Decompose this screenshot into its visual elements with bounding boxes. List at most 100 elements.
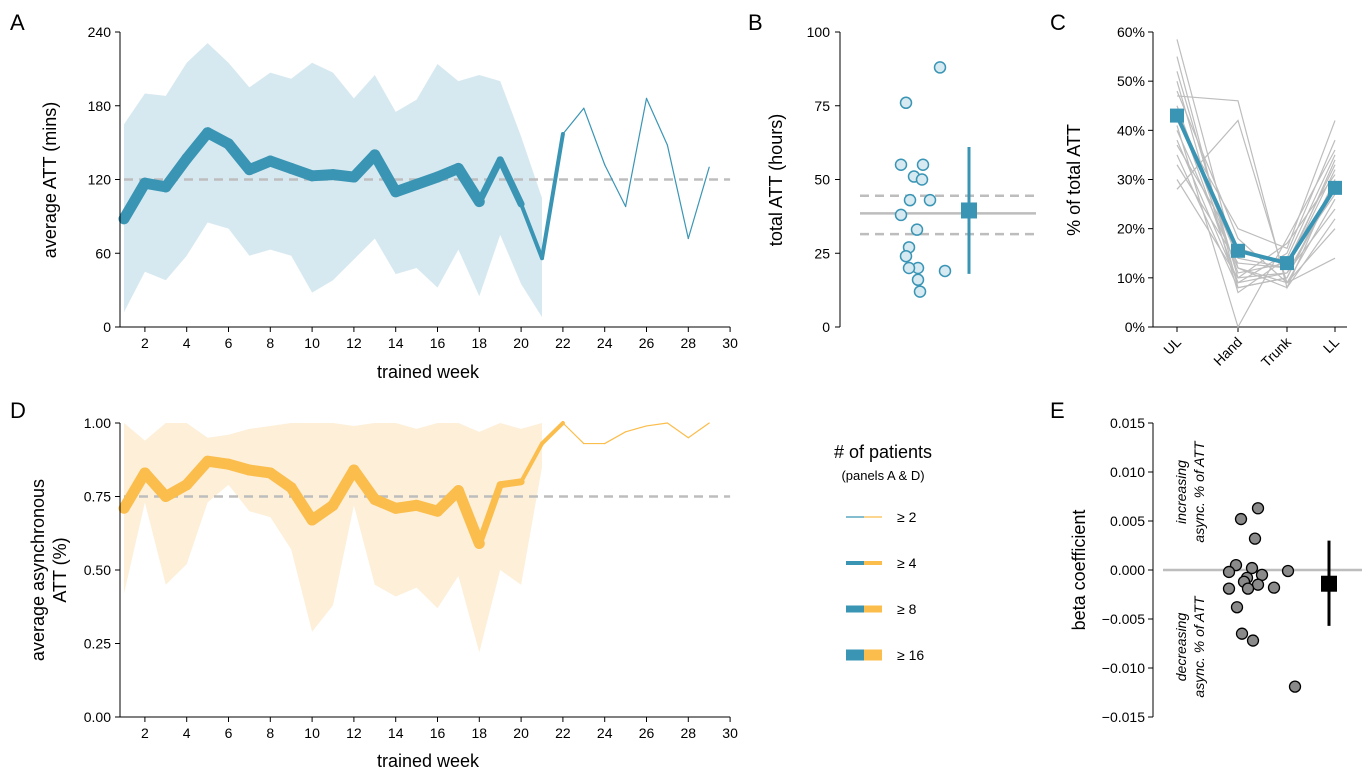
x-tick-label: 16	[430, 725, 446, 741]
panel-label-b: B	[748, 10, 763, 35]
y-tick-label: 100	[807, 24, 831, 40]
y-tick-label: 60	[95, 245, 111, 261]
x-tick-label: 12	[346, 335, 362, 351]
data-point	[1251, 502, 1265, 515]
mean-line-segment	[666, 144, 689, 240]
data-point	[916, 158, 930, 171]
mean-line	[1175, 114, 1337, 266]
y-tick-label: 180	[88, 98, 112, 114]
panel-label-a: A	[10, 10, 25, 35]
mean-line-segment	[223, 138, 255, 176]
x-tick-label: UL	[1160, 334, 1184, 358]
individual-line	[1176, 174, 1336, 279]
individual-line	[1176, 115, 1336, 269]
mean-line-segment	[118, 177, 151, 225]
y-tick-label: 60%	[1117, 24, 1145, 40]
data-point	[1241, 582, 1255, 595]
panel-a-ylabel: average ATT (mins)	[40, 102, 60, 258]
y-tick-label: 120	[88, 172, 112, 188]
panel-c-chart: 0% 10% 20% 30% 40% 50% 60% UL Hand Trunk LL	[1117, 24, 1347, 370]
legend: # of patients (panels A & D) ≥ 2 ≥ 4 ≥ 8 ≥ …	[834, 442, 932, 663]
mean-line-segment	[496, 156, 525, 208]
y-tick-label: 20%	[1117, 221, 1145, 237]
y-tick-label: 0.25	[84, 636, 111, 652]
y-tick-label: 0.000	[1110, 562, 1145, 578]
panel-label-e: E	[1050, 398, 1065, 423]
individual-line	[1176, 130, 1336, 284]
summary-mean-marker	[1321, 575, 1337, 592]
individual-line	[1176, 105, 1336, 274]
annotation-decreasing: async. % of ATT	[1191, 595, 1207, 698]
mean-line-segment	[348, 464, 381, 505]
x-tick-label: 30	[722, 335, 738, 351]
panel-c-ylabel: % of total ATT	[1064, 124, 1084, 236]
mean-line-segment	[519, 441, 544, 484]
x-tick-label: 20	[513, 335, 529, 351]
panel-e-ylabel: beta coefficient	[1069, 510, 1089, 631]
data-point	[1245, 561, 1259, 575]
x-tick-label: 6	[225, 725, 233, 741]
panel-d-chart: 2 4 6 8 10 12 14 16 18 20 22 24 26 28 300.000.250.500.…	[84, 415, 738, 741]
data-point	[1222, 582, 1236, 595]
panel-a-xlabel: trained week	[377, 362, 480, 382]
x-tick-label: 4	[183, 725, 191, 741]
mean-line-segment	[452, 485, 485, 550]
x-tick-label: 2	[141, 335, 149, 351]
mean-line-segment	[181, 127, 214, 165]
x-tick-label: 26	[639, 725, 655, 741]
individual-line	[1176, 119, 1336, 284]
y-tick-label: −0.015	[1102, 709, 1145, 725]
y-tick-label: 50%	[1117, 73, 1145, 89]
mean-line-segment	[452, 162, 485, 208]
confidence-band	[124, 423, 542, 653]
data-point	[903, 193, 917, 207]
x-tick-label: Trunk	[1258, 333, 1295, 370]
legend-label: ≥ 2	[897, 509, 917, 525]
y-tick-label: 0%	[1125, 319, 1145, 335]
y-tick-label: 0.010	[1110, 464, 1145, 480]
mean-line-segment	[583, 107, 606, 166]
x-tick-label: 18	[472, 335, 488, 351]
y-tick-label: 0	[103, 319, 111, 335]
x-tick-label: 30	[722, 725, 738, 741]
y-tick-label: 30%	[1117, 172, 1145, 188]
panel-label-d: D	[10, 398, 26, 423]
data-point	[923, 193, 937, 207]
mean-line-segment	[687, 166, 710, 240]
data-point	[1246, 634, 1260, 647]
mean-marker	[1231, 243, 1245, 258]
data-point	[915, 173, 929, 186]
x-tick-label: 26	[639, 335, 655, 351]
mean-line-segment	[645, 422, 669, 427]
data-point	[1251, 578, 1265, 591]
x-tick-label: Hand	[1210, 334, 1245, 369]
y-tick-label: 50	[814, 172, 830, 188]
mean-line-segment	[160, 153, 193, 193]
x-tick-label: 10	[304, 335, 320, 351]
mean-line-segment	[519, 202, 544, 261]
x-tick-label: 22	[555, 335, 571, 351]
y-tick-label: 0.005	[1110, 513, 1145, 529]
x-tick-label: LL	[1320, 334, 1342, 356]
data-point	[902, 261, 916, 275]
annotation-increasing: increasing	[1173, 460, 1189, 524]
y-tick-label: 0.75	[84, 489, 111, 505]
individual-line	[1176, 71, 1336, 279]
mean-line-segment	[666, 422, 689, 439]
mean-line-segment	[475, 156, 504, 206]
y-tick-label: 25	[814, 245, 830, 261]
x-tick-label: 12	[346, 725, 362, 741]
x-tick-label: 8	[266, 335, 274, 351]
panel-d-ylabel-line2: ATT (%)	[50, 537, 70, 602]
x-tick-label: 28	[681, 725, 697, 741]
mean-line-segment	[562, 422, 585, 445]
individual-line	[1176, 95, 1336, 290]
x-tick-label: 20	[513, 725, 529, 741]
data-point	[1248, 532, 1262, 545]
x-tick-label: 14	[388, 725, 404, 741]
mean-line-segment	[540, 132, 565, 261]
mean-line-segment	[118, 467, 151, 514]
data-point	[913, 285, 927, 298]
